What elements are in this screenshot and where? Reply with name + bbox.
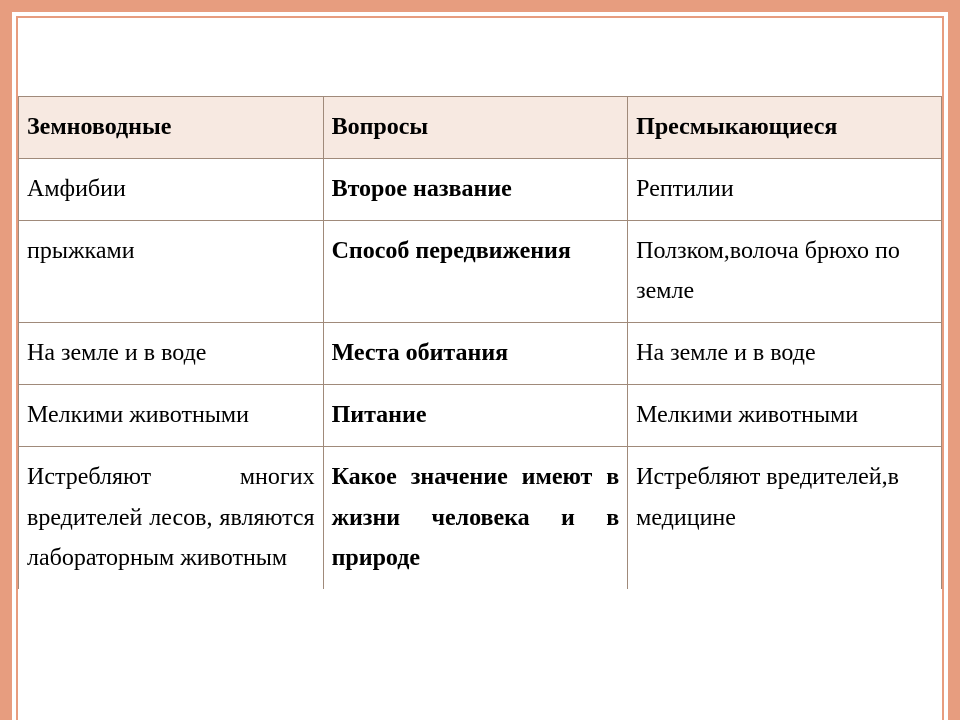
header-amphibians: Земноводные bbox=[19, 97, 324, 159]
cell-question-significance: Какое значение имеют в жизни человека и … bbox=[323, 446, 628, 589]
cell-amphibians-habitat: На земле и в воде bbox=[19, 323, 324, 385]
cell-amphibians-altname: Амфибии bbox=[19, 158, 324, 220]
cell-amphibians-significance: Истребляют многих вредителей лесов, явля… bbox=[19, 446, 324, 589]
header-reptiles: Пресмыкающиеся bbox=[628, 97, 942, 159]
table-row: На земле и в воде Места обитания На земл… bbox=[19, 323, 942, 385]
cell-amphibians-diet: Мелкими животными bbox=[19, 384, 324, 446]
cell-question-altname: Второе название bbox=[323, 158, 628, 220]
cell-reptiles-diet: Мелкими животными bbox=[628, 384, 942, 446]
table-row: прыжками Способ передвижения Ползком,вол… bbox=[19, 220, 942, 323]
cell-reptiles-habitat: На земле и в воде bbox=[628, 323, 942, 385]
table-header-row: Земноводные Вопросы Пресмыкающиеся bbox=[19, 97, 942, 159]
cell-reptiles-altname: Рептилии bbox=[628, 158, 942, 220]
cell-reptiles-significance: Истребляют вредителей,в медицине bbox=[628, 446, 942, 589]
slide-outer-frame: Земноводные Вопросы Пресмыкающиеся Амфиб… bbox=[0, 0, 960, 720]
table-row: Истребляют многих вредителей лесов, явля… bbox=[19, 446, 942, 589]
cell-reptiles-locomotion: Ползком,волоча брюхо по земле bbox=[628, 220, 942, 323]
table-row: Мелкими животными Питание Мелкими животн… bbox=[19, 384, 942, 446]
cell-question-locomotion: Способ передвижения bbox=[323, 220, 628, 323]
header-questions: Вопросы bbox=[323, 97, 628, 159]
comparison-table: Земноводные Вопросы Пресмыкающиеся Амфиб… bbox=[18, 96, 942, 589]
table-row: Амфибии Второе название Рептилии bbox=[19, 158, 942, 220]
cell-question-habitat: Места обитания bbox=[323, 323, 628, 385]
cell-amphibians-locomotion: прыжками bbox=[19, 220, 324, 323]
slide-inner-frame: Земноводные Вопросы Пресмыкающиеся Амфиб… bbox=[16, 16, 944, 720]
cell-question-diet: Питание bbox=[323, 384, 628, 446]
